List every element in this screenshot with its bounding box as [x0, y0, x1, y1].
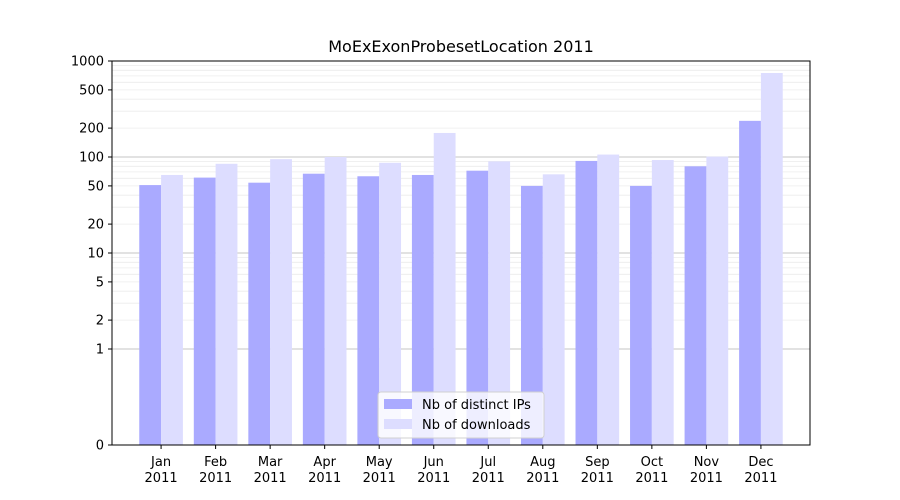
legend-swatch	[384, 399, 412, 409]
x-tick-label: May 2011	[363, 455, 396, 486]
x-tick-label: Dec 2011	[744, 455, 777, 486]
x-tick-label: Oct 2011	[635, 455, 668, 486]
bar-downloads	[597, 154, 620, 446]
x-tick-label: Jan 2011	[145, 455, 178, 486]
y-tick-label: 1000	[71, 55, 104, 70]
x-tick-label: Jun 2011	[417, 455, 450, 486]
legend-label: Nb of distinct IPs	[422, 398, 531, 413]
bar-downloads	[270, 159, 292, 445]
y-tick-label: 50	[87, 179, 104, 194]
bar-downloads	[488, 161, 511, 446]
bar-distinct-ips	[739, 120, 761, 446]
y-tick-label: 5	[96, 275, 104, 290]
bar-downloads	[760, 72, 783, 446]
y-tick-label: 10	[87, 247, 104, 262]
bar-distinct-ips	[357, 176, 380, 445]
bar-distinct-ips	[630, 185, 652, 446]
bar-distinct-ips	[684, 166, 707, 446]
x-tick-label: Sep 2011	[581, 455, 614, 486]
bar-distinct-ips	[302, 173, 325, 445]
bar-downloads	[379, 162, 402, 445]
legend-box	[377, 391, 545, 439]
y-tick-label: 2	[96, 314, 104, 329]
bar-distinct-ips	[139, 185, 162, 446]
x-tick-label: Apr 2011	[308, 455, 341, 486]
y-tick-label: 1	[96, 343, 104, 358]
x-tick-label: Feb 2011	[199, 455, 232, 486]
x-tick-label: Jul 2011	[472, 455, 505, 486]
bar-downloads	[651, 160, 674, 445]
bar-distinct-ips	[411, 174, 434, 445]
x-tick-label: Mar 2011	[254, 455, 287, 486]
legend-swatch	[384, 419, 412, 429]
bar-downloads	[706, 156, 729, 445]
legend-label: Nb of downloads	[422, 418, 531, 433]
y-tick-label: 100	[79, 151, 104, 166]
bar-downloads	[433, 132, 456, 445]
bar-distinct-ips	[248, 182, 271, 446]
y-tick-label: 200	[79, 122, 104, 137]
bar-distinct-ips	[575, 160, 598, 446]
x-tick-label: Nov 2011	[690, 455, 723, 486]
y-tick-label: 0	[96, 439, 104, 454]
x-tick-label: Aug 2011	[526, 455, 559, 486]
bar-downloads	[161, 174, 183, 445]
bars	[139, 72, 783, 446]
bar-downloads	[215, 163, 238, 445]
bar-distinct-ips	[466, 170, 489, 445]
bar-distinct-ips	[193, 177, 216, 445]
legend: Nb of distinct IPs Nb of downloads	[377, 391, 545, 439]
chart-title: MoExExonProbesetLocation 2011	[328, 37, 594, 56]
bar-downloads	[324, 157, 347, 445]
bar-downloads	[542, 174, 565, 445]
axes: 0 1 2 5 10 20 50 100 200 500 1000 Jan 2011 Feb 2011 Mar…	[71, 55, 811, 486]
bar-distinct-ips	[520, 185, 543, 446]
y-tick-label: 20	[87, 218, 104, 233]
y-tick-label: 500	[79, 83, 104, 98]
